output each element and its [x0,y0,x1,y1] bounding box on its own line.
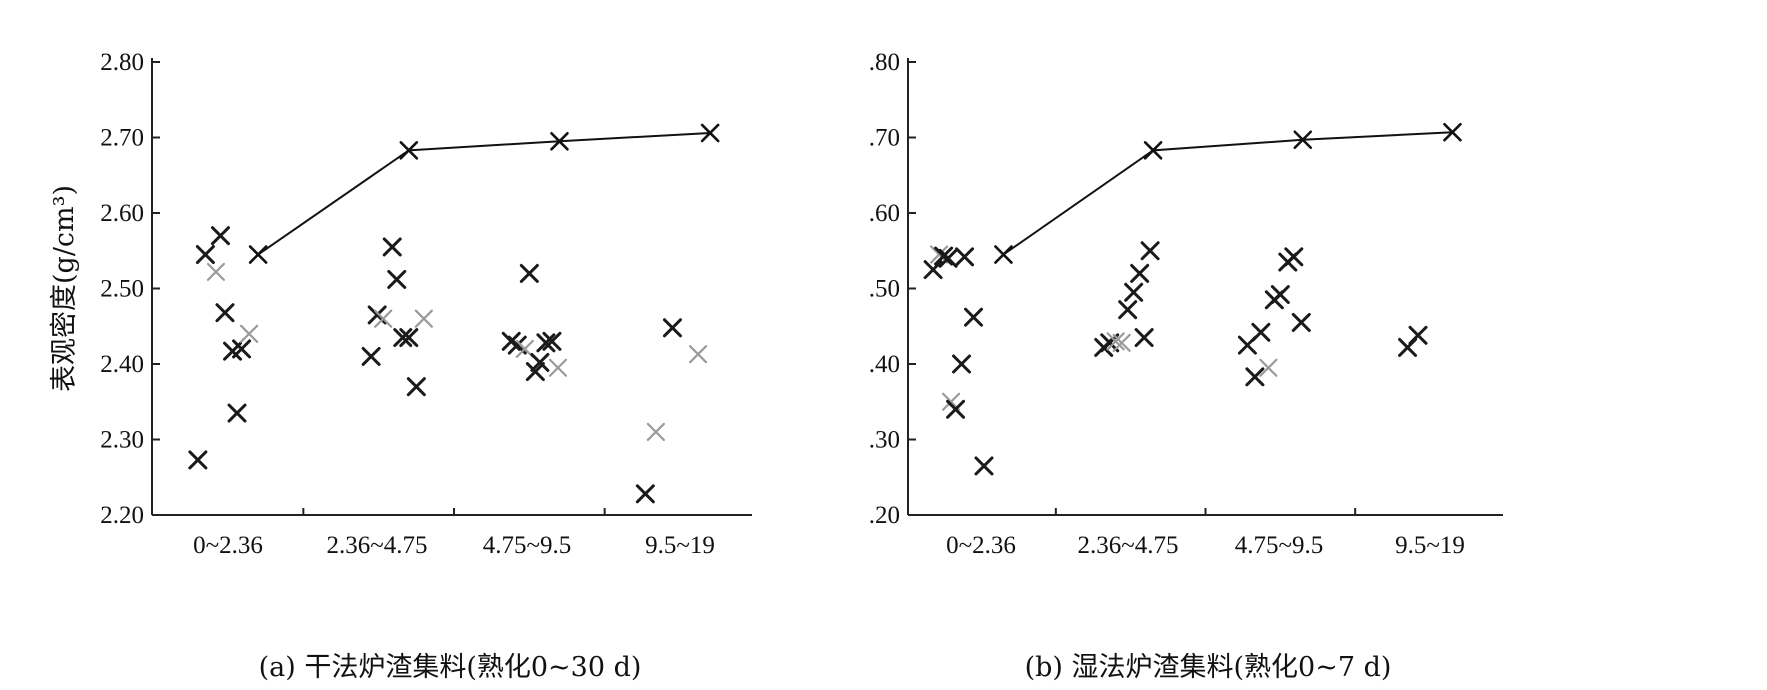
scatter-point [227,403,247,423]
y-tick-label: 2.50 [870,276,900,303]
x-tick-label: 9.5~19 [1395,532,1465,559]
scatter-point [646,422,665,442]
scatter-point [188,450,208,470]
scatter-point [210,226,230,246]
scatter-point [1134,328,1154,348]
scatter-point [232,339,252,359]
line-point [994,245,1013,264]
scatter-point [1259,358,1278,377]
scatter-point [662,318,682,338]
scatter-point [1251,322,1271,342]
scatter-point [387,269,407,289]
scatter-point [1106,332,1125,351]
scatter-point [952,354,972,374]
scatter-point [688,345,708,364]
x-tick-label: 0~2.36 [946,532,1016,559]
chart-caption: (a) 干法炉渣集料(熟化0~30 d) [259,652,642,683]
y-tick-label: 2.60 [100,200,144,227]
scatter-point [1140,241,1160,261]
chart-panel-a: 2.20 2.30 2.40 2.50 2.60 2.70 2.80 0~2.36 2.36~4… [0,0,870,690]
y-tick-label: 2.50 [100,276,144,303]
y-tick-label: 2.70 [100,125,144,152]
y-tick-label: 2.60 [870,200,900,227]
scatter-point [1291,312,1311,332]
scatter-point [1408,325,1428,345]
y-tick-label: 2.40 [100,351,144,378]
line-point [1143,141,1163,160]
scatter-point [239,324,259,343]
line-point [248,245,268,264]
y-tick-label: 2.20 [100,502,144,529]
y-tick-label: 2.70 [870,125,900,152]
line-point [1443,122,1462,142]
scatter-point [1245,367,1265,387]
chart-caption: (b) 湿法炉渣集料(熟化0~7 d) [1025,652,1392,683]
line-point [1293,130,1313,150]
scatter-point [195,245,215,265]
x-tick-label: 9.5~19 [645,532,715,559]
x-tick-label: 0~2.36 [193,532,263,559]
scatter-point [1112,333,1131,352]
y-tick-label: 2.80 [870,49,900,76]
scatter-point [515,339,534,358]
scatter-point [1270,285,1290,305]
scatter-point [536,333,556,353]
scatter-point [923,260,943,280]
y-tick-label: 2.30 [100,427,144,454]
scatter-point [542,331,562,351]
scatter-point [934,246,954,266]
scatter-point [1284,247,1304,267]
y-axis-label: 表观密度(g/cm³) [49,185,80,392]
scatter-point [955,247,975,267]
scatter-point [519,263,539,283]
scatter-point [393,328,413,348]
line-series [257,131,711,256]
scatter-point [548,358,568,377]
line-point [550,131,569,151]
x-tick-label: 2.36~4.75 [1077,532,1178,559]
scatter-point [525,362,545,382]
scatter-point [1118,300,1138,320]
scatter-point [382,237,402,257]
x-tick-label: 4.75~9.5 [1235,532,1324,559]
scatter-point [361,346,381,366]
scatter-point [974,456,994,476]
chart-panel-b: 2.20 2.30 2.40 2.50 2.60 2.70 2.80 0~2.36 2.36~4… [870,0,1767,690]
scatter-point [635,484,655,504]
scatter-point [399,328,419,348]
scatter-point [215,303,235,323]
scatter-point [938,248,958,268]
y-tick-label: 2.30 [870,427,900,454]
chart-b-svg: 2.20 2.30 2.40 2.50 2.60 2.70 2.80 0~2.36 2.36~4… [870,49,1503,683]
line-point [700,123,720,143]
y-tick-label: 2.40 [870,351,900,378]
scatter-point [206,262,226,281]
scatter-point [946,399,966,419]
scatter-point [374,309,393,328]
x-tick-label: 4.75~9.5 [483,532,572,559]
x-tick-label: 2.36~4.75 [326,532,427,559]
scatter-point [414,309,433,328]
scatter-point [530,352,550,372]
line-series [1002,131,1453,256]
scatter-point [964,307,984,327]
y-tick-label: 2.80 [100,49,144,76]
scatter-point [1130,263,1150,283]
scatter-point [1124,282,1144,302]
line-point [399,141,419,160]
chart-a-svg: 2.20 2.30 2.40 2.50 2.60 2.70 2.80 0~2.36 2.36~4… [49,49,752,683]
scatter-point [406,377,426,397]
y-tick-label: 2.20 [870,502,900,529]
